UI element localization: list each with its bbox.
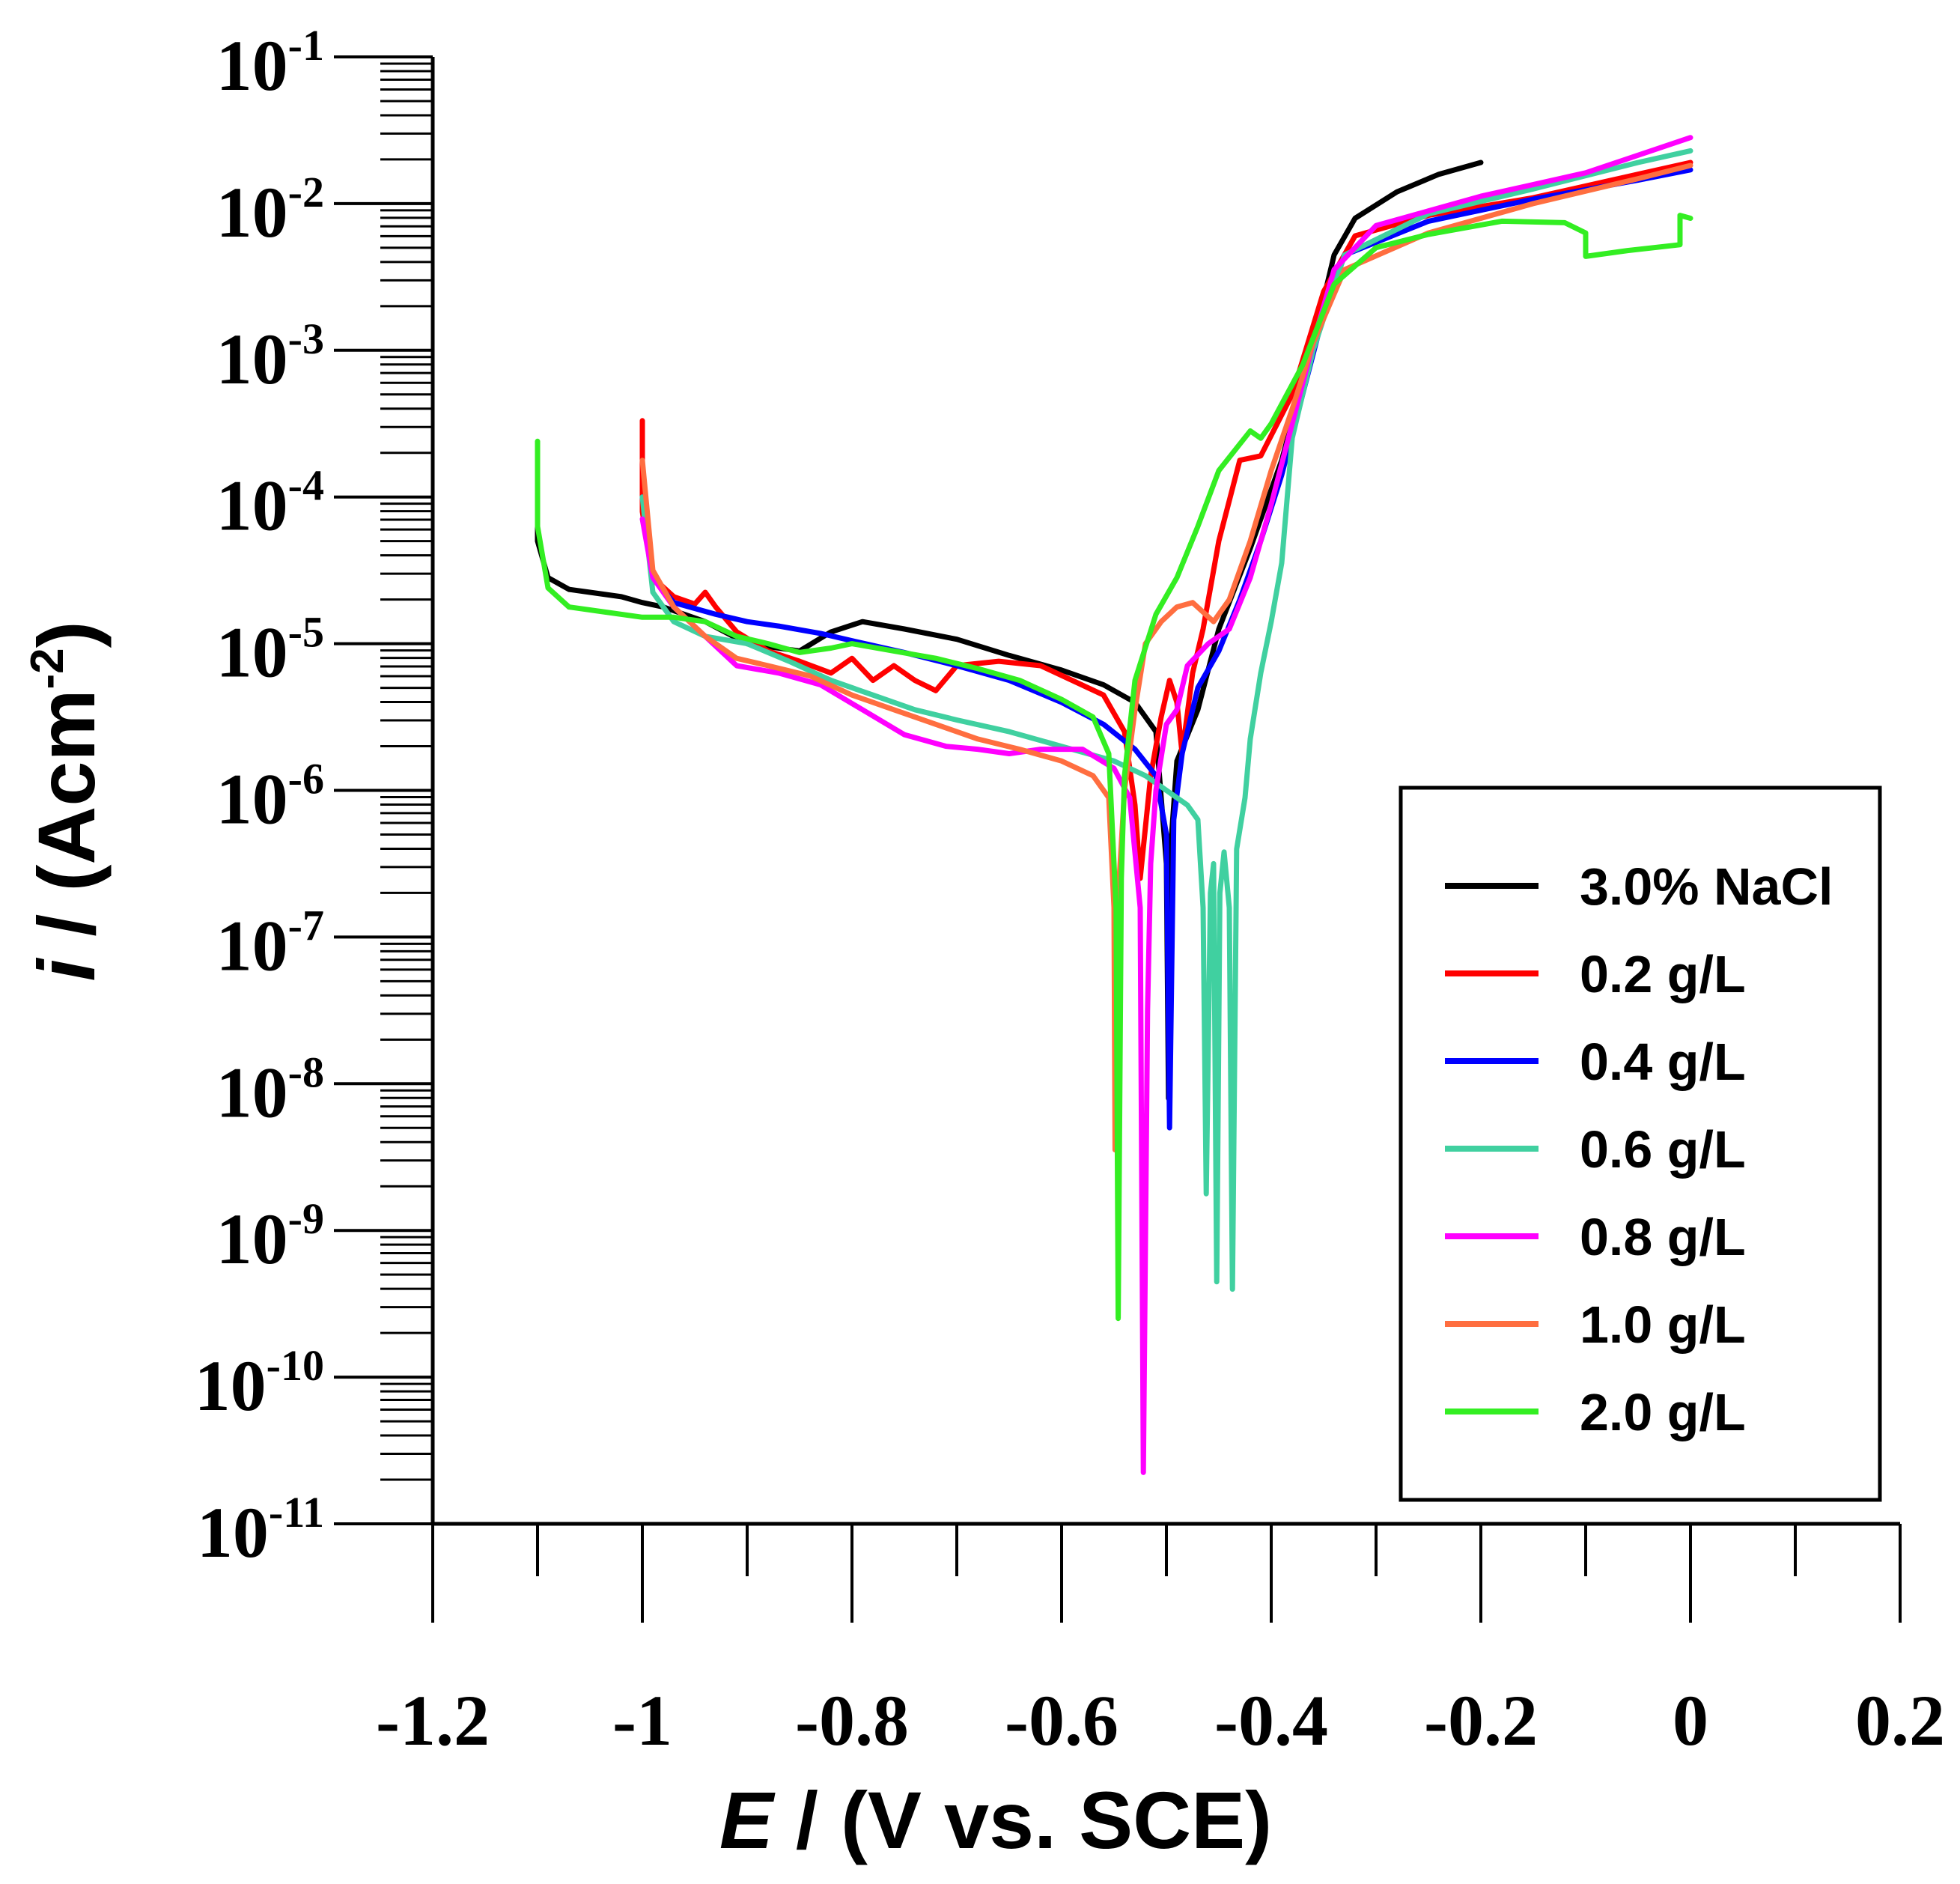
legend-label-1-0-g-l: 1.0 g/L — [1580, 1295, 1746, 1354]
legend-label-0-2-g-l: 0.2 g/L — [1580, 945, 1746, 1003]
y-tick-label: 10-2 — [216, 168, 324, 252]
legend-label-0-6-g-l: 0.6 g/L — [1580, 1120, 1746, 1179]
series-line-2-0-g-l — [535, 213, 1693, 1322]
y-tick-label: 10-5 — [216, 608, 324, 693]
y-tick-labels: 10-1 10-2 10-3 10-4 10-5 10-6 10-7 10-8 10-9 10-1… — [195, 21, 324, 1572]
x-axis-title: E / (V vs. SCE) — [719, 1775, 1272, 1865]
x-tick-label: 0.2 — [1855, 1680, 1945, 1760]
series-line-0-8-g-l — [639, 135, 1693, 1475]
data-series — [535, 135, 1693, 1475]
legend-label-2-0-g-l: 2.0 g/L — [1580, 1383, 1746, 1441]
y-tick-label: 10-3 — [216, 314, 324, 399]
y-tick-label: 10-6 — [216, 755, 324, 839]
y-tick-label: 10-1 — [216, 21, 324, 106]
x-tick-label: -1.2 — [376, 1680, 490, 1760]
x-tick-labels: -1.2 -1 -0.8 -0.6 -0.4 -0.2 0 0.2 — [376, 1680, 1945, 1760]
y-axis-title: i / (Acm-2) — [21, 621, 112, 981]
y-tick-label: 10-7 — [216, 901, 324, 985]
series-line-0-2-g-l — [639, 159, 1693, 881]
y-tick-label: 10-9 — [216, 1194, 324, 1279]
legend-label-0-4-g-l: 0.4 g/L — [1580, 1033, 1746, 1091]
legend-box — [1399, 785, 1882, 1502]
series-line-3-0-nacl — [535, 159, 1484, 1101]
legend: 3.0% NaCl 0.2 g/L 0.4 g/L 0.6 g/L 0.8 g/L 1.0… — [1399, 785, 1882, 1502]
y-tick-label: 10-11 — [197, 1488, 324, 1572]
y-tick-label: 10-4 — [216, 461, 324, 546]
x-tick-label: 0 — [1673, 1680, 1708, 1760]
x-tick-label: -0.8 — [795, 1680, 909, 1760]
x-tick-label: -1 — [612, 1680, 672, 1760]
x-tick-label: -0.4 — [1214, 1680, 1328, 1760]
y-axis-minor-ticks — [380, 62, 433, 1481]
y-tick-label: 10-10 — [195, 1341, 324, 1426]
axes — [334, 55, 1902, 1623]
legend-label-0-8-g-l: 0.8 g/L — [1580, 1208, 1746, 1266]
x-tick-label: -0.6 — [1005, 1680, 1119, 1760]
series-line-0-6-g-l — [639, 148, 1693, 1292]
x-tick-label: -0.2 — [1424, 1680, 1538, 1760]
y-tick-label: 10-8 — [216, 1048, 324, 1132]
legend-label-3-0-nacl: 3.0% NaCl — [1580, 857, 1833, 916]
